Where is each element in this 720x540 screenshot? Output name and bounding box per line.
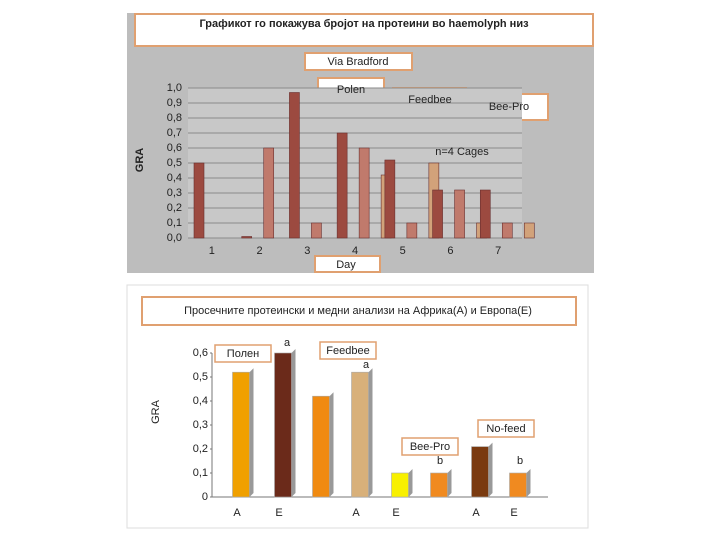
annotation: n=4 Cages [435,146,489,158]
bar-side [291,349,296,497]
x-tick-label: A [472,507,480,519]
bar [391,472,409,498]
x-tick-label: E [275,507,282,519]
annotation: b [517,455,523,467]
x-tick-label: E [392,507,399,519]
y-tick-label: 0,3 [167,187,182,199]
y-tick-label: 0,5 [193,371,208,383]
bar [509,472,527,498]
x-tick-label: 4 [352,245,358,257]
bar [523,222,535,239]
bar [384,159,396,239]
annotation: a [363,359,370,371]
y-tick-label: 0,5 [167,157,182,169]
bar [241,236,253,239]
bar-side [249,368,254,497]
x-tick-label: 7 [495,245,501,257]
annotation: Feedbee [326,345,369,357]
bar [193,162,205,239]
annotation: Bee-Pro [489,101,529,113]
x-axis-label: Day [336,259,356,271]
top-title-box [134,13,594,47]
y-tick-label: 0 [202,491,208,503]
y-tick-label: 0,2 [193,443,208,455]
annotation: Bee-Pro [410,441,450,453]
x-tick-label: E [510,507,517,519]
annotation: Polen [337,84,365,96]
y-tick-label: 0,2 [167,202,182,214]
y-tick-label: 1,0 [167,82,182,94]
y-tick-label: 0,9 [167,97,182,109]
x-tick-label: 6 [447,245,453,257]
annotation: a [284,337,291,349]
bar [263,147,275,239]
top-title: Графикот го покажува бројот на протеини … [199,18,529,30]
y-axis-label: GRA [134,148,146,173]
y-tick-label: 0,3 [193,419,208,431]
y-tick-label: 0,1 [193,467,208,479]
bar [311,222,322,239]
annotation-box [319,341,377,360]
bar [289,92,300,239]
x-label-box [314,255,381,273]
x-tick-label: 5 [400,245,406,257]
y-tick-label: 0,0 [167,232,182,244]
y-tick-label: 0,1 [167,217,182,229]
y-tick-label: 0,6 [167,142,182,154]
bar [336,132,348,239]
bar [432,189,443,239]
bar [406,222,418,239]
annotation: b [437,455,443,467]
annotation: No-feed [486,423,525,435]
bar-side [447,469,452,497]
x-tick-label: A [233,507,241,519]
annotation-box [477,419,535,438]
annotation: Полен [227,348,259,360]
bar [274,352,292,498]
bottom-title: Просечните протеински и медни анализи на… [184,305,532,317]
bar [358,147,370,239]
x-tick-label: 1 [209,245,215,257]
annotation-box [401,437,459,456]
x-tick-label: A [352,507,360,519]
bar-side [368,368,373,497]
bar [479,189,491,239]
y-tick-label: 0,4 [193,395,208,407]
bar-side [408,469,413,497]
bar [471,446,489,498]
y-axis-label: GRA [150,399,162,424]
y-tick-label: 0,6 [193,347,208,359]
x-tick-label: 2 [257,245,263,257]
subtitle-box [304,52,413,71]
bar [430,472,448,498]
y-tick-label: 0,4 [167,172,182,184]
y-tick-label: 0,8 [167,112,182,124]
bottom-title-box [141,296,577,326]
annotation-box [214,344,272,363]
annotation: Feedbee [408,94,451,106]
bar [454,189,465,239]
bar [232,371,250,498]
bar [501,222,513,239]
subtitle: Via Bradford [328,56,389,68]
bar-side [329,392,334,497]
bar [312,395,330,498]
bar-side [488,442,493,497]
bar-side [526,469,531,497]
bar [351,371,369,498]
y-tick-label: 0,7 [167,127,182,139]
x-tick-label: 3 [304,245,310,257]
